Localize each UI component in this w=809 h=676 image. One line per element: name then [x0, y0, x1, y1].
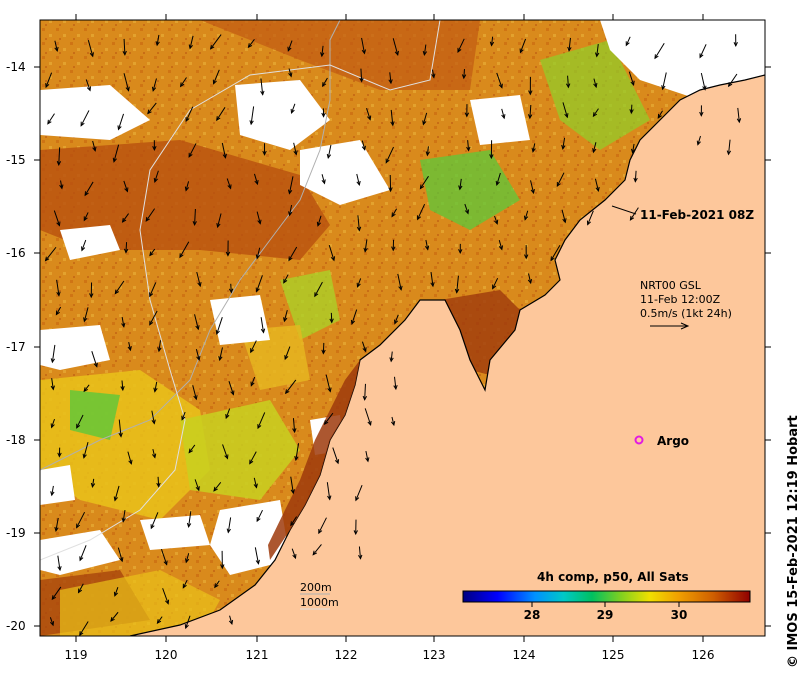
x-tick-label: 123 — [423, 648, 446, 662]
x-tick-label: 121 — [246, 648, 269, 662]
y-tick-label: -17 — [6, 340, 26, 354]
y-tick-label: -18 — [6, 433, 26, 447]
current-source-label: NRT00 GSL — [640, 279, 702, 292]
x-tick-label: 125 — [602, 648, 625, 662]
x-tick-label: 122 — [335, 648, 358, 662]
current-scale-label: 0.5m/s (1kt 24h) — [640, 307, 732, 320]
sst-layer — [40, 20, 765, 636]
colorbar-tick-label: 29 — [597, 608, 614, 622]
y-tick-label: -16 — [6, 246, 26, 260]
colorbar-tick-label: 28 — [524, 608, 541, 622]
map-date-label: 11-Feb-2021 08Z — [640, 208, 754, 222]
depth-1000-label: 1000m — [300, 596, 339, 609]
y-tick-label: -15 — [6, 153, 26, 167]
colorbar-gradient — [463, 591, 750, 602]
y-tick-label: -19 — [6, 526, 26, 540]
x-tick-label: 120 — [155, 648, 178, 662]
current-time-label: 11-Feb 12:00Z — [640, 293, 721, 306]
y-tick-label: -20 — [6, 619, 26, 633]
y-tick-label: -14 — [6, 60, 26, 74]
x-tick-label: 126 — [692, 648, 715, 662]
colorbar-tick-label: 30 — [671, 608, 688, 622]
depth-200-label: 200m — [300, 581, 332, 594]
argo-label: Argo — [657, 434, 689, 448]
colorbar-title: 4h comp, p50, All Sats — [537, 570, 689, 584]
imos-credit: © IMOS 15-Feb-2021 12:19 Hobart — [786, 415, 801, 668]
x-tick-label: 119 — [65, 648, 88, 662]
x-tick-label: 124 — [513, 648, 536, 662]
